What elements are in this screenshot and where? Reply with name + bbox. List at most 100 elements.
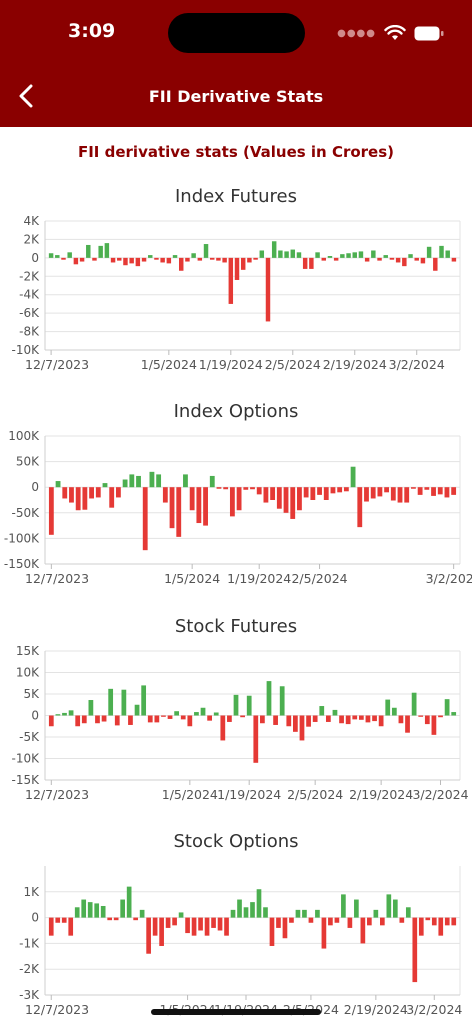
bar[interactable] <box>426 246 432 258</box>
bar[interactable] <box>286 715 292 727</box>
bar[interactable] <box>293 715 298 732</box>
bar[interactable] <box>217 917 223 931</box>
bar[interactable] <box>135 257 141 267</box>
bar[interactable] <box>216 487 222 489</box>
bar[interactable] <box>282 917 288 939</box>
bar[interactable] <box>167 715 173 719</box>
bar[interactable] <box>62 712 67 716</box>
bar[interactable] <box>367 917 372 926</box>
bar[interactable] <box>183 474 188 488</box>
bar[interactable] <box>303 487 309 498</box>
bar[interactable] <box>185 917 190 934</box>
bar[interactable] <box>325 715 331 722</box>
bar[interactable] <box>48 487 54 535</box>
bar[interactable] <box>417 487 423 495</box>
bar[interactable] <box>391 707 397 716</box>
bar[interactable] <box>209 257 215 260</box>
bar[interactable] <box>398 715 404 724</box>
bar[interactable] <box>73 257 79 265</box>
bar[interactable] <box>332 709 338 716</box>
bar[interactable] <box>82 487 88 510</box>
bar[interactable] <box>296 252 302 258</box>
bar[interactable] <box>207 715 212 721</box>
bar[interactable] <box>340 254 345 258</box>
bar[interactable] <box>159 917 164 946</box>
bar[interactable] <box>451 917 457 926</box>
bar[interactable] <box>341 894 346 918</box>
bar[interactable] <box>269 917 275 946</box>
bar[interactable] <box>67 252 72 258</box>
bar[interactable] <box>224 917 229 936</box>
bar[interactable] <box>240 257 246 270</box>
bar[interactable] <box>420 257 426 264</box>
bar[interactable] <box>209 475 215 488</box>
bar[interactable] <box>380 917 385 926</box>
bar[interactable] <box>317 487 322 495</box>
bar[interactable] <box>233 694 239 716</box>
bar[interactable] <box>405 907 411 918</box>
bar[interactable] <box>444 699 450 716</box>
bar[interactable] <box>334 917 340 923</box>
bar[interactable] <box>133 917 138 921</box>
bar[interactable] <box>61 917 67 923</box>
bar[interactable] <box>308 917 314 923</box>
bar[interactable] <box>229 487 235 517</box>
bar[interactable] <box>200 707 206 716</box>
bar[interactable] <box>321 917 327 949</box>
bar[interactable] <box>95 487 101 498</box>
bar[interactable] <box>438 715 443 718</box>
bar[interactable] <box>113 917 119 921</box>
bar[interactable] <box>256 889 262 918</box>
bar[interactable] <box>302 257 308 269</box>
bar[interactable] <box>191 917 197 936</box>
bar[interactable] <box>418 715 424 717</box>
bar[interactable] <box>247 257 252 263</box>
bar[interactable] <box>271 241 277 258</box>
bar[interactable] <box>75 487 81 511</box>
bar[interactable] <box>55 255 60 258</box>
bar[interactable] <box>438 917 444 936</box>
bar[interactable] <box>323 487 329 500</box>
bar[interactable] <box>373 909 379 918</box>
bar[interactable] <box>278 250 283 258</box>
bar[interactable] <box>377 487 383 497</box>
bar[interactable] <box>451 257 457 262</box>
bar[interactable] <box>98 245 103 258</box>
bar[interactable] <box>223 487 229 490</box>
bar[interactable] <box>402 257 407 267</box>
bar[interactable] <box>424 715 430 725</box>
bar[interactable] <box>431 487 436 496</box>
bar[interactable] <box>179 257 184 271</box>
bar[interactable] <box>136 475 141 488</box>
bar[interactable] <box>395 257 401 263</box>
bar[interactable] <box>330 487 336 494</box>
bar[interactable] <box>62 487 68 499</box>
bar[interactable] <box>69 487 74 503</box>
bar[interactable] <box>75 715 81 727</box>
bar[interactable] <box>198 917 203 931</box>
bar[interactable] <box>243 487 249 490</box>
bar[interactable] <box>399 917 405 923</box>
bar[interactable] <box>444 917 450 926</box>
bar[interactable] <box>405 715 410 733</box>
bar[interactable] <box>211 917 216 928</box>
bar[interactable] <box>346 253 351 258</box>
bar[interactable] <box>263 907 268 918</box>
bar[interactable] <box>204 917 210 936</box>
bar[interactable] <box>266 681 272 716</box>
bar[interactable] <box>68 710 74 716</box>
bar[interactable] <box>154 257 159 260</box>
bar[interactable] <box>149 471 155 488</box>
bar[interactable] <box>297 487 302 511</box>
bar[interactable] <box>220 715 226 741</box>
bar[interactable] <box>333 257 339 261</box>
bar[interactable] <box>141 257 147 262</box>
bar[interactable] <box>165 917 171 928</box>
bar[interactable] <box>48 715 54 727</box>
bar[interactable] <box>172 917 177 926</box>
bar[interactable] <box>385 699 391 716</box>
bar[interactable] <box>189 487 195 511</box>
bar[interactable] <box>418 917 424 936</box>
bar[interactable] <box>197 257 203 261</box>
